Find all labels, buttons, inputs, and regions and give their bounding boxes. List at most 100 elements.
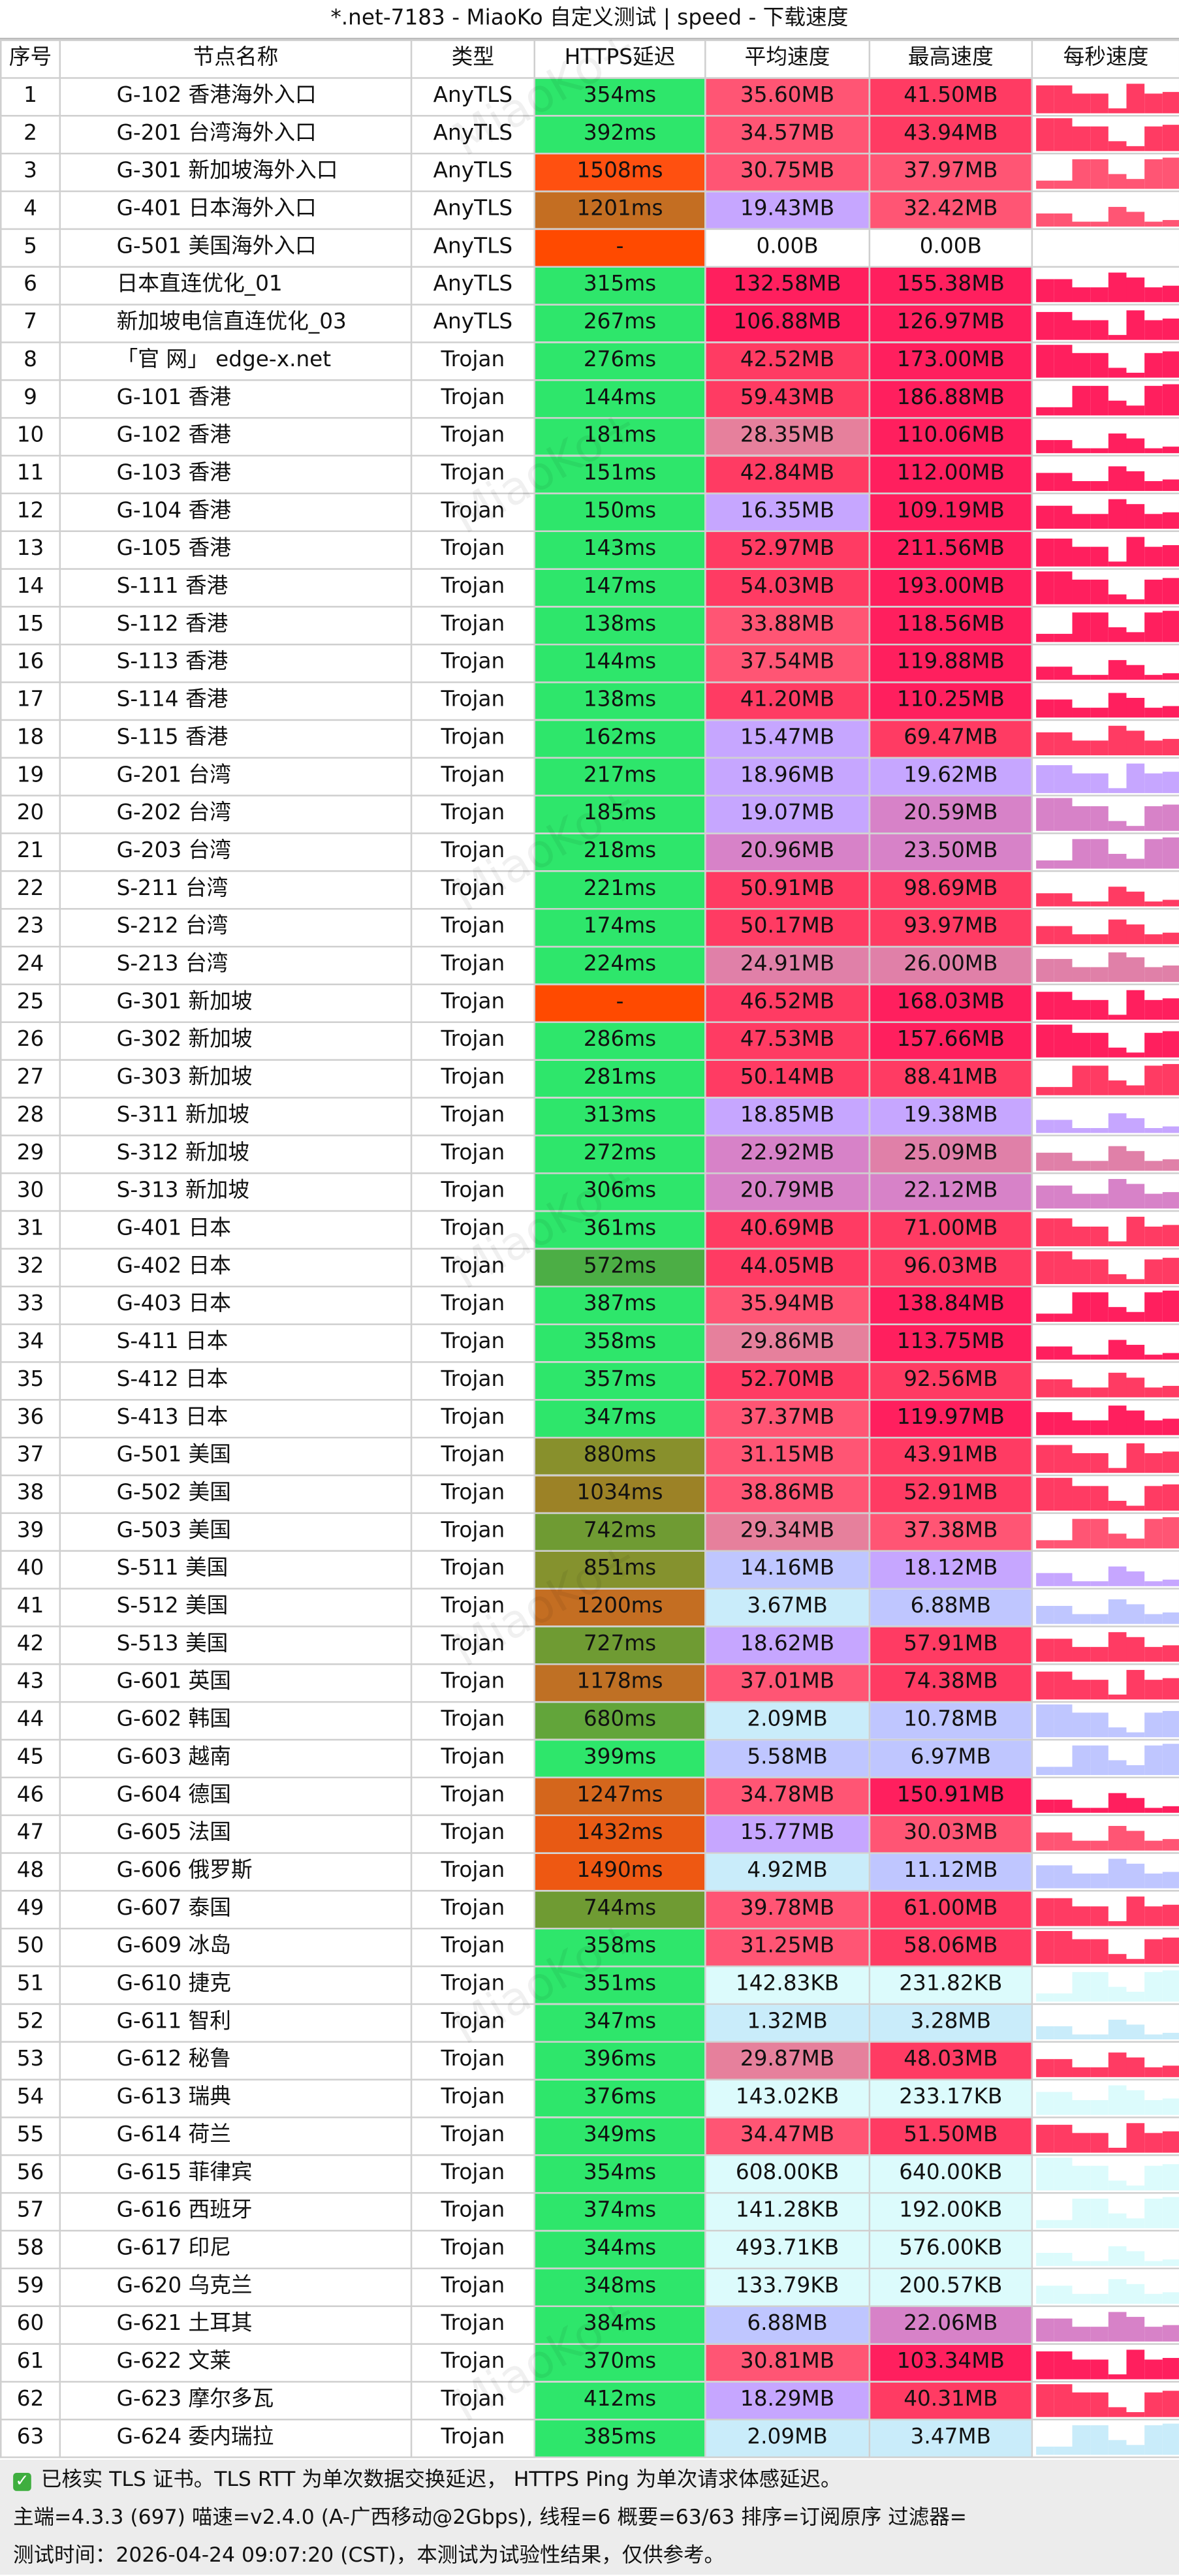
sparkline-bar — [1162, 1257, 1178, 1284]
sparkline-bar — [1108, 1372, 1127, 1398]
sparkline-bar — [1054, 1605, 1073, 1624]
max-speed-cell: 576.00KB — [868, 2229, 1033, 2270]
latency-cell: 224ms — [533, 945, 706, 986]
type-cell: Trojan — [410, 2041, 535, 2081]
type-cell: Trojan — [410, 1059, 535, 1099]
sparkline-bar — [1036, 2285, 1054, 2304]
avg-speed-cell: 54.03MB — [704, 568, 871, 608]
type-cell: Trojan — [410, 2116, 535, 2156]
sparkline-bar — [1144, 999, 1163, 1020]
latency-cell: 217ms — [533, 757, 706, 796]
table-row: 27 G-303 新加坡 Trojan 281ms 50.14MB 88.41MB — [0, 1059, 1179, 1099]
sparkline-bar — [1090, 2261, 1108, 2267]
sparkline-bar — [1162, 125, 1178, 151]
max-speed-cell: 211.56MB — [868, 530, 1033, 570]
sparkline-bar — [1072, 2165, 1091, 2191]
sparkline-bar — [1054, 765, 1073, 793]
sparkline-bar — [1054, 1898, 1073, 1926]
header-row: 序号 节点名称 类型 HTTPS延迟 平均速度 最高速度 每秒速度 — [0, 39, 1179, 79]
sparkline-bar — [1162, 318, 1178, 340]
sparkline-bar — [1144, 1808, 1163, 1813]
sparkline-bar — [1126, 1505, 1145, 1511]
max-speed-cell: 186.88MB — [868, 379, 1033, 419]
sparkline-bar — [1090, 1355, 1108, 1360]
sparkline-bar — [1144, 740, 1163, 756]
index-cell: 58 — [0, 2229, 61, 2270]
latency-cell: 1432ms — [533, 1814, 706, 1854]
index-cell: 27 — [0, 1059, 61, 1099]
sparkline-bar — [1108, 1080, 1127, 1095]
sparkline-bar — [1072, 546, 1091, 567]
sparkline-bar — [1036, 1605, 1054, 1624]
max-speed-cell: 93.97MB — [868, 907, 1033, 948]
type-cell: Trojan — [410, 492, 535, 532]
max-speed-cell: 22.12MB — [868, 1172, 1033, 1212]
table-row: 7 新加坡电信直连优化_03 AnyTLS 267ms 106.88MB 126.97MB — [0, 304, 1179, 343]
index-cell: 48 — [0, 1852, 61, 1892]
sparkline-bar — [1090, 1161, 1108, 1171]
sparkline-bar — [1126, 2185, 1145, 2191]
index-cell: 63 — [0, 2419, 61, 2458]
sparkline-bar — [1036, 2059, 1054, 2077]
sparkline-bar — [1054, 2285, 1073, 2304]
table-row: 19 G-201 台湾 Trojan 217ms 18.96MB 19.62MB — [0, 757, 1179, 796]
node-name-cell: 「官 网」 edge-x.net — [59, 341, 413, 381]
type-cell: Trojan — [410, 1776, 535, 1816]
latency-cell: 374ms — [533, 2191, 706, 2232]
footer-line: 测试时间：2026-04-24 09:07:20 (CST)，本测试为试验性结果… — [13, 2541, 725, 2567]
sparkline-bar — [1126, 2123, 1145, 2153]
avg-speed-cell: 6.88MB — [704, 2305, 871, 2345]
index-cell: 12 — [0, 492, 61, 532]
index-cell: 31 — [0, 1210, 61, 1250]
sparkline-bar — [1144, 126, 1163, 151]
sparkline-bar — [1108, 1793, 1127, 1813]
sparkline-bar — [1108, 1307, 1127, 1322]
type-cell: Trojan — [410, 1852, 535, 1892]
per-second-cell — [1031, 1852, 1179, 1892]
node-name-cell: S-211 台湾 — [59, 870, 413, 910]
node-name-cell: G-601 英国 — [59, 1663, 413, 1703]
sparkline-bar — [1162, 2325, 1178, 2342]
avg-speed-cell: 50.14MB — [704, 1059, 871, 1099]
sparkline-bar — [1144, 2293, 1163, 2304]
sparkline-bar — [1090, 708, 1108, 718]
index-cell: 15 — [0, 606, 61, 646]
sparkline-bar — [1072, 612, 1091, 642]
sparkline-bar — [1072, 480, 1091, 492]
sparkline-bar — [1162, 1063, 1178, 1095]
sparkline-bar — [1072, 1453, 1091, 1473]
sparkline-bar — [1054, 2318, 1073, 2342]
latency-cell: 276ms — [533, 341, 706, 381]
sparkline-bar — [1162, 2131, 1178, 2153]
type-cell: Trojan — [410, 1399, 535, 1439]
sparkline-bar — [1054, 1313, 1073, 1322]
table-row: 44 G-602 韩国 Trojan 680ms 2.09MB 10.78MB — [0, 1701, 1179, 1741]
type-cell: AnyTLS — [410, 228, 535, 268]
type-cell: Trojan — [410, 1361, 535, 1401]
sparkline-bar — [1162, 1579, 1178, 1586]
sparkline-bar — [1054, 1445, 1073, 1473]
node-name-cell: S-312 新加坡 — [59, 1135, 413, 1174]
latency-cell: 357ms — [533, 1361, 706, 1401]
node-name-cell: G-103 香港 — [59, 454, 413, 495]
sparkline-bar — [1072, 1614, 1091, 1624]
sparkline-bar — [1090, 1646, 1108, 1662]
index-cell: 32 — [0, 1248, 61, 1287]
per-second-cell — [1031, 454, 1179, 495]
sparkline-bar — [1162, 1744, 1178, 1776]
sparkline-bar — [1144, 1745, 1163, 1776]
sparkline-bar — [1036, 1639, 1054, 1662]
type-cell: Trojan — [410, 1738, 535, 1779]
sparkline-bar — [1036, 2158, 1054, 2191]
sparkline-bar — [1090, 480, 1108, 492]
node-name-cell: S-111 香港 — [59, 568, 413, 608]
sparkline-bar — [1162, 673, 1178, 680]
per-second-cell — [1031, 492, 1179, 532]
index-cell: 16 — [0, 643, 61, 683]
avg-speed-cell: 59.43MB — [704, 379, 871, 419]
sparkline-bar — [1072, 1128, 1091, 1133]
per-second-cell — [1031, 983, 1179, 1024]
max-speed-cell: 25.09MB — [868, 1135, 1033, 1174]
avg-speed-cell: 38.86MB — [704, 1474, 871, 1515]
sparkline-bar — [1054, 85, 1073, 114]
